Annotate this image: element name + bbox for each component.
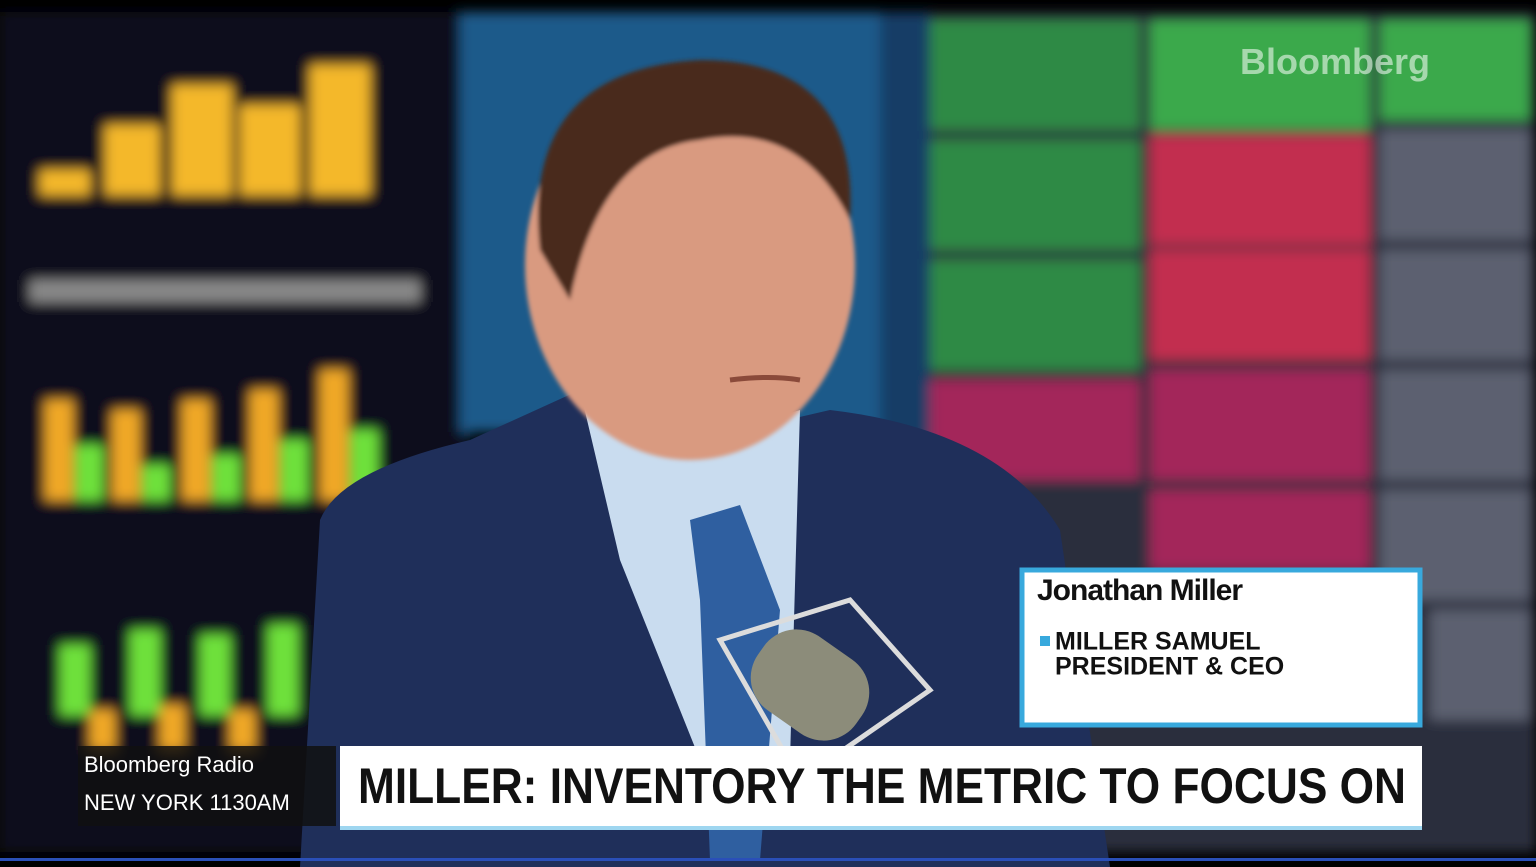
name-box — [1019, 567, 1423, 728]
guest-title: PRESIDENT & CEO — [1055, 653, 1284, 681]
station-name: Bloomberg Radio — [84, 752, 254, 777]
headline-rule — [340, 826, 1422, 830]
headline: MILLER: INVENTORY THE METRIC TO FOCUS ON — [358, 758, 1406, 814]
guest-name: Jonathan Miller — [1037, 574, 1243, 607]
progress-line — [0, 858, 1536, 861]
guest-title: MILLER SAMUEL — [1055, 628, 1261, 656]
watermark: Bloomberg — [1240, 41, 1430, 82]
bullet — [1040, 636, 1050, 646]
headline-bar — [340, 746, 1422, 830]
station-box — [78, 746, 336, 826]
station-frequency: NEW YORK 1130AM — [84, 790, 290, 815]
